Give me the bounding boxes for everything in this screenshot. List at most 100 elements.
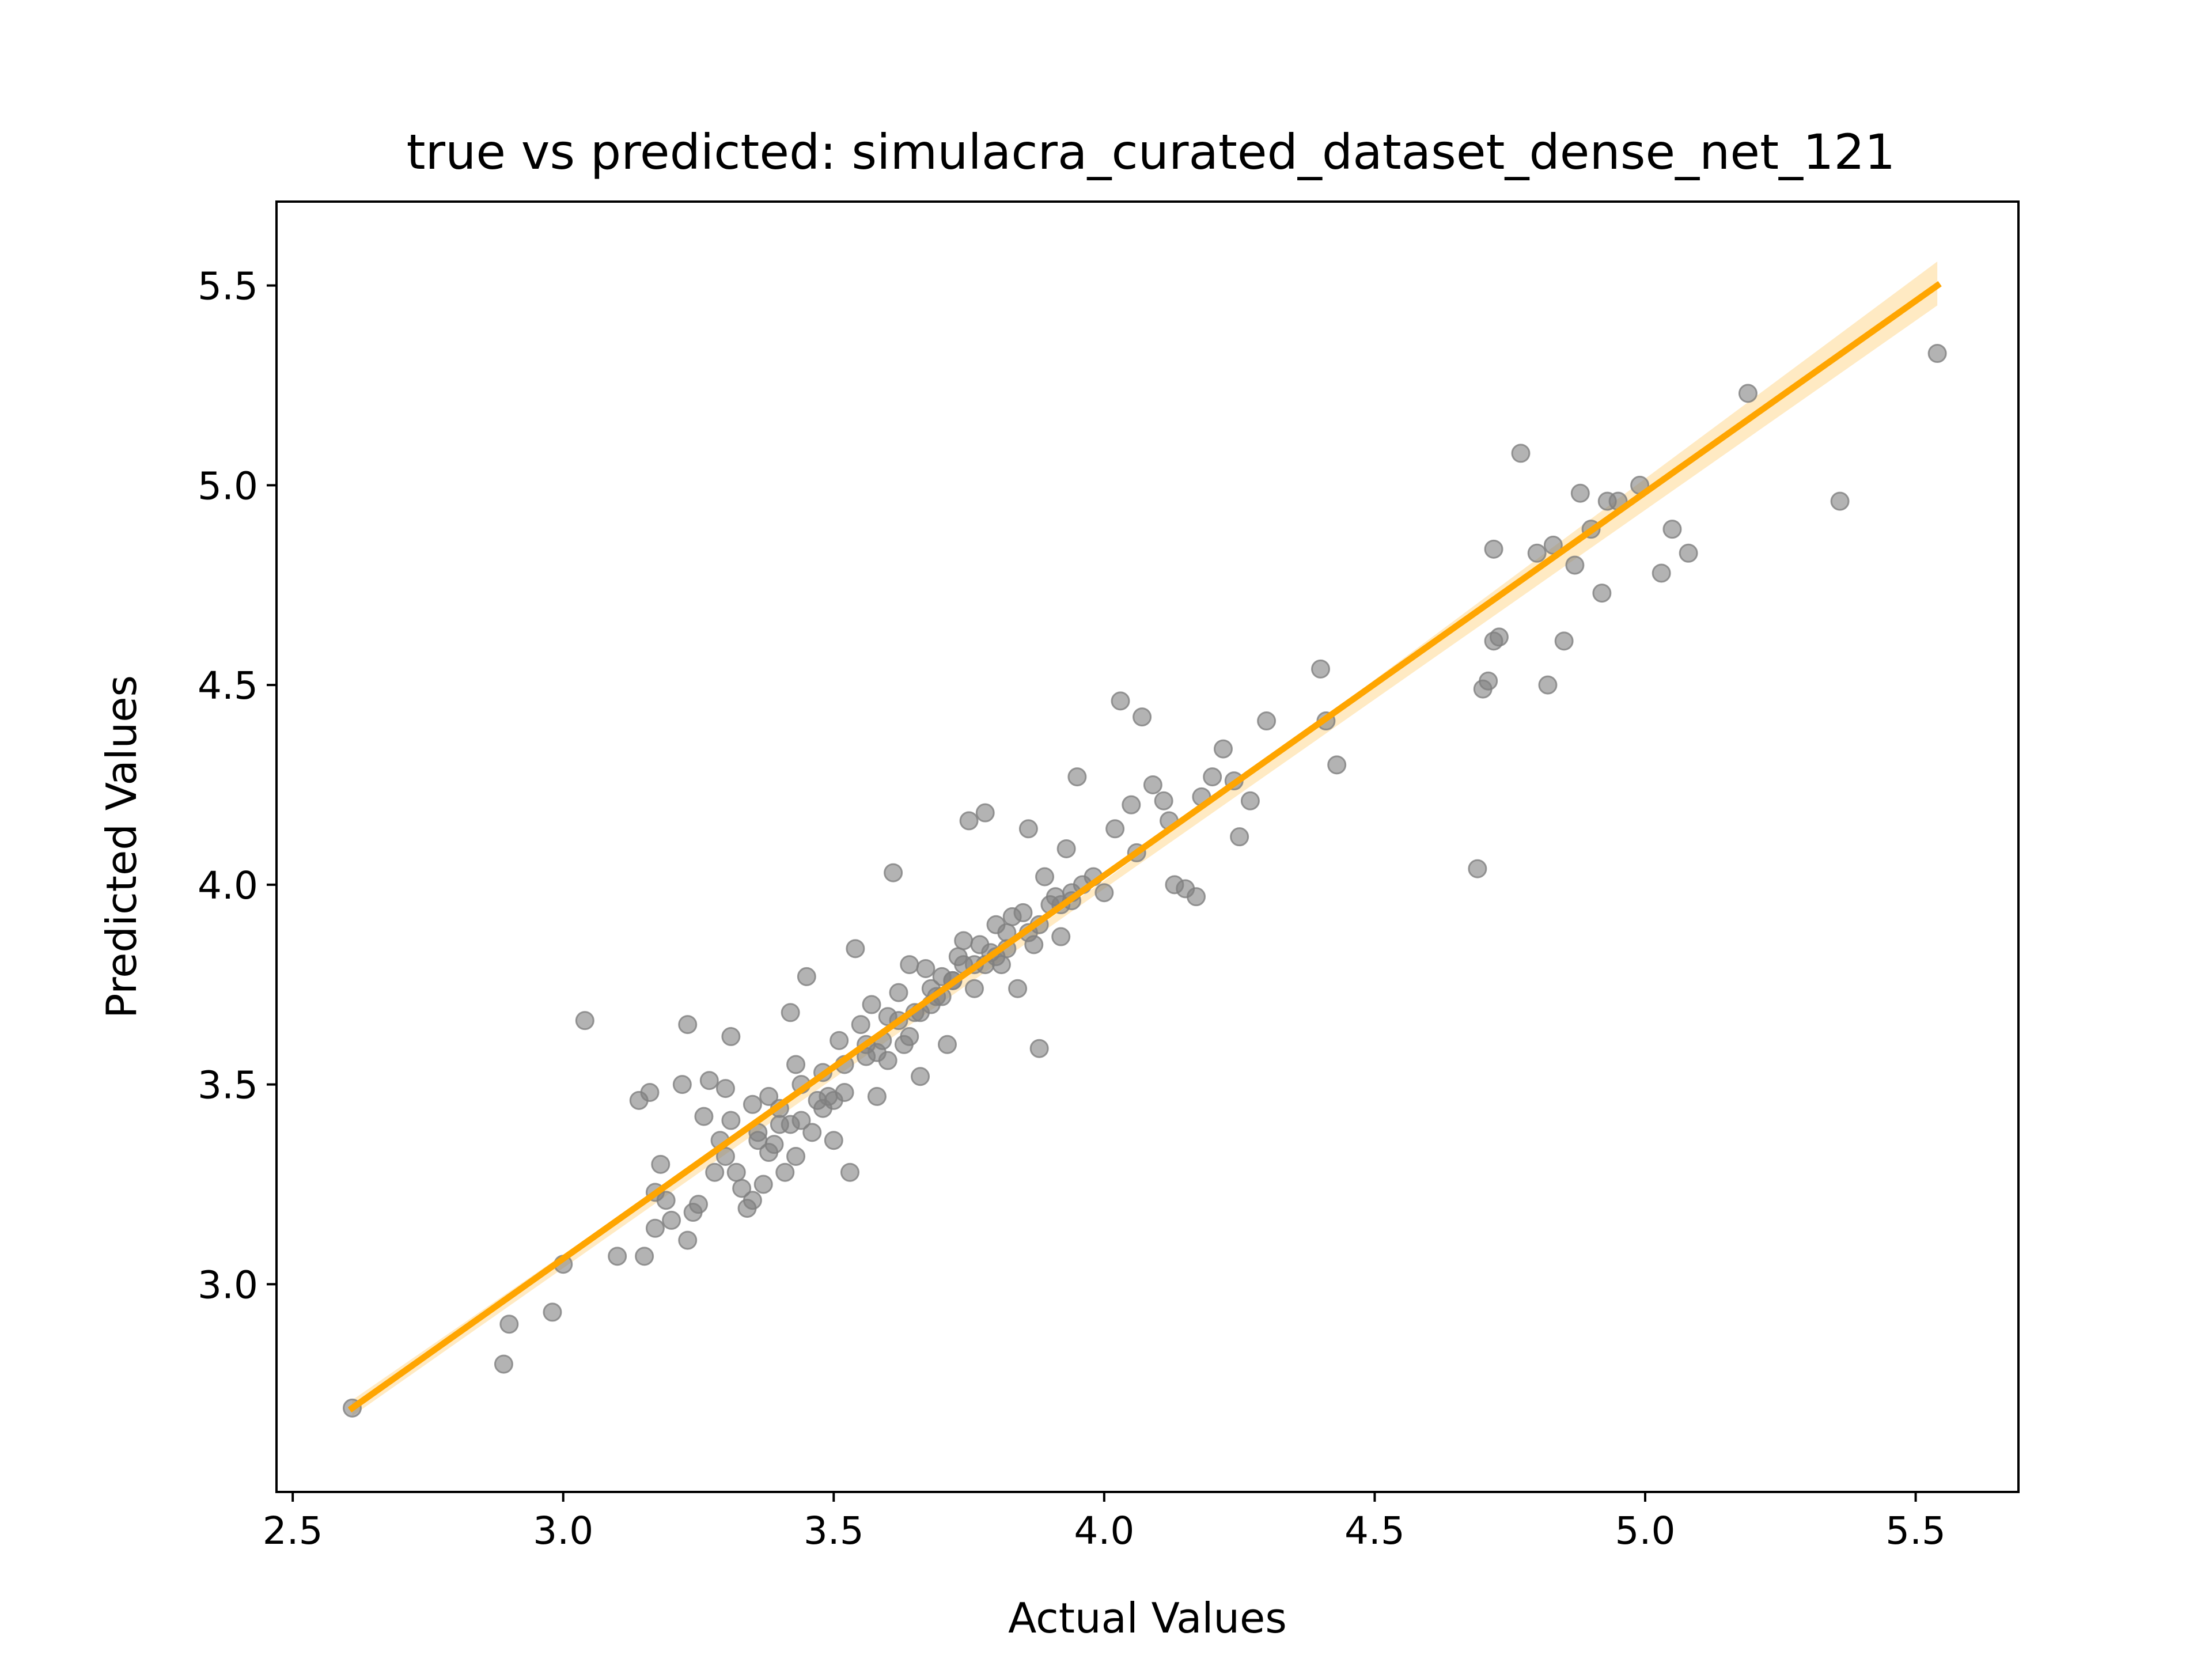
scatter-point [1213, 739, 1233, 759]
scatter-point [694, 1107, 714, 1126]
scatter-point [1738, 384, 1758, 403]
scatter-point [862, 995, 881, 1014]
scatter-point [1132, 707, 1152, 727]
scatter-point [884, 863, 903, 882]
scatter-point [1122, 795, 1141, 815]
scatter-point [672, 1075, 692, 1094]
scatter-point [781, 1003, 800, 1022]
scatter-point [651, 1154, 671, 1174]
scatter-point [543, 1302, 562, 1322]
x-tick-label: 3.5 [804, 1509, 864, 1553]
scatter-point [1830, 491, 1850, 511]
scatter-point [1154, 791, 1173, 810]
scatter-point [640, 1083, 660, 1103]
x-tick-label: 4.5 [1344, 1509, 1405, 1553]
scatter-point [1554, 631, 1574, 651]
scatter-point [645, 1218, 665, 1238]
scatter-point [1527, 543, 1547, 563]
scatter-point [1538, 675, 1558, 695]
scatter-point [786, 1055, 806, 1074]
scatter-point [770, 1115, 789, 1134]
scatter-point [1111, 691, 1130, 711]
scatter-point [1257, 711, 1277, 731]
scatter-point [797, 967, 816, 986]
scatter-point [1679, 543, 1698, 563]
scatter-point [656, 1191, 676, 1210]
scatter-point [846, 939, 865, 959]
scatter-point [959, 811, 979, 831]
scatter-point [732, 1179, 752, 1198]
x-axis-label: Actual Values [1008, 1594, 1287, 1642]
scatter-point [900, 955, 919, 975]
scatter-point [499, 1315, 519, 1334]
scatter-point [1051, 927, 1071, 946]
scatter-point [1662, 520, 1682, 539]
scatter-point [1240, 791, 1260, 810]
x-axis: 2.5 3.0 3.5 4.0 4.5 5.0 5.5 [263, 1492, 1946, 1553]
scatter-point [1565, 555, 1585, 575]
scatter-point [964, 979, 984, 998]
y-tick-label: 5.5 [198, 264, 258, 309]
scatter-point [975, 803, 995, 823]
scatter-point [726, 1162, 746, 1182]
scatter-point [678, 1230, 698, 1250]
scatter-point [900, 1027, 919, 1046]
scatter-point [830, 1031, 849, 1050]
scatter-point [840, 1162, 859, 1182]
scatter-point [1143, 775, 1162, 795]
scatter-point [1230, 827, 1249, 847]
scatter-point [1203, 767, 1222, 787]
axes-frame [275, 200, 2020, 1493]
scatter-point [1570, 483, 1590, 503]
scatter-point [1489, 627, 1509, 647]
scatter-point [911, 1067, 930, 1086]
scatter-point [748, 1131, 768, 1150]
scatter-point [705, 1162, 725, 1182]
scatter-point [1468, 859, 1487, 878]
scatter-point [1327, 755, 1347, 775]
scatter-point [1927, 344, 1947, 363]
scatter-point [889, 983, 908, 1002]
scatter-point [662, 1210, 681, 1230]
scatter-point [1187, 887, 1206, 907]
scatter-point [608, 1247, 627, 1266]
y-tick-label: 4.0 [198, 863, 258, 908]
scatter-point [1652, 563, 1671, 583]
y-tick-label: 3.5 [198, 1063, 258, 1108]
scatter-point [786, 1146, 806, 1166]
scatter-point [764, 1135, 784, 1154]
scatter-point [689, 1195, 709, 1214]
x-tick-label: 5.5 [1885, 1509, 1946, 1553]
scatter-point [1018, 819, 1038, 839]
scatter-point [775, 1162, 795, 1182]
scatter-point [1484, 539, 1503, 559]
x-tick-label: 3.0 [533, 1509, 593, 1553]
y-axis-label: Predicted Values [97, 675, 146, 1018]
scatter-point [1067, 767, 1087, 787]
scatter-point [1105, 819, 1125, 839]
scatter-point [1479, 671, 1498, 691]
scatter-point [1029, 1039, 1049, 1058]
x-tick-label: 2.5 [263, 1509, 323, 1553]
scatter-point [851, 1015, 870, 1035]
scatter-point [721, 1027, 741, 1046]
y-axis: 3.0 3.5 4.0 4.5 5.0 5.5 [198, 264, 276, 1307]
scatter-point [1008, 979, 1028, 998]
scatter-point [759, 1086, 779, 1106]
scatter-point [1056, 839, 1076, 858]
scatter-point [494, 1354, 513, 1374]
y-tick-label: 3.0 [198, 1263, 258, 1307]
scatter-point [1013, 903, 1033, 922]
scatter-point [1592, 584, 1612, 603]
y-tick-label: 5.0 [198, 464, 258, 508]
regression-line [347, 281, 1942, 1413]
scatter-point [743, 1191, 762, 1210]
scatter-point [824, 1090, 843, 1110]
scatter-point [802, 1123, 822, 1142]
scatter-point [743, 1094, 762, 1114]
scatter-point [721, 1111, 741, 1130]
scatter-point [635, 1247, 654, 1266]
scatter-point [1094, 883, 1114, 903]
scatter-point [1511, 444, 1531, 463]
